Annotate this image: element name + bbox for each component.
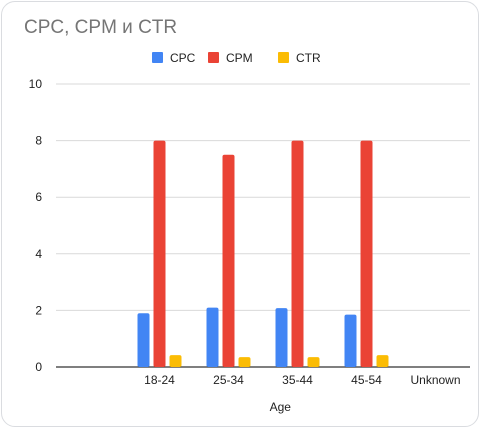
y-tick-label: 0	[35, 360, 42, 374]
y-tick-label: 4	[35, 247, 42, 261]
x-tick-label: 35-44	[282, 373, 313, 387]
bar-cpc-45-54[interactable]	[344, 314, 357, 367]
y-tick-labels: 0 2 4 6 8 10	[29, 77, 43, 374]
bar-cpm-45-54[interactable]	[360, 140, 373, 367]
bar-cpm-25-34[interactable]	[222, 154, 235, 367]
x-axis-title: Age	[270, 400, 292, 414]
x-tick-label: 25-34	[213, 373, 244, 387]
y-tick-label: 6	[35, 190, 42, 204]
legend-label-cpm: CPM	[226, 51, 253, 65]
bar-ctr-45-54[interactable]	[376, 355, 389, 367]
bar-cpc-35-44[interactable]	[275, 308, 288, 367]
chart-title: CPC, CPM и CTR	[24, 17, 178, 38]
bar-ctr-35-44[interactable]	[307, 357, 320, 367]
y-tick-label: 10	[29, 77, 43, 91]
bar-cpm-35-44[interactable]	[291, 140, 304, 367]
bar-cpc-25-34[interactable]	[206, 307, 219, 367]
bar-ctr-18-24[interactable]	[169, 355, 182, 367]
x-tick-label: 45-54	[351, 373, 382, 387]
bars	[137, 140, 389, 367]
legend-label-cpc: CPC	[170, 51, 196, 65]
legend-swatch-cpc	[152, 52, 163, 63]
bar-ctr-25-34[interactable]	[238, 357, 251, 367]
x-tick-label: Unknown	[410, 373, 460, 387]
bar-cpc-18-24[interactable]	[137, 313, 150, 367]
gridlines	[56, 83, 470, 368]
y-tick-label: 2	[35, 303, 42, 317]
y-tick-label: 8	[35, 134, 42, 148]
legend-swatch-ctr	[278, 52, 289, 63]
legend-label-ctr: CTR	[296, 51, 321, 65]
x-tick-label: 18-24	[144, 373, 175, 387]
bar-cpm-18-24[interactable]	[153, 140, 166, 367]
legend: CPC CPM CTR	[152, 51, 321, 65]
x-tick-labels: 18-24 25-34 35-44 45-54 Unknown	[144, 373, 460, 387]
legend-swatch-cpm	[208, 52, 219, 63]
